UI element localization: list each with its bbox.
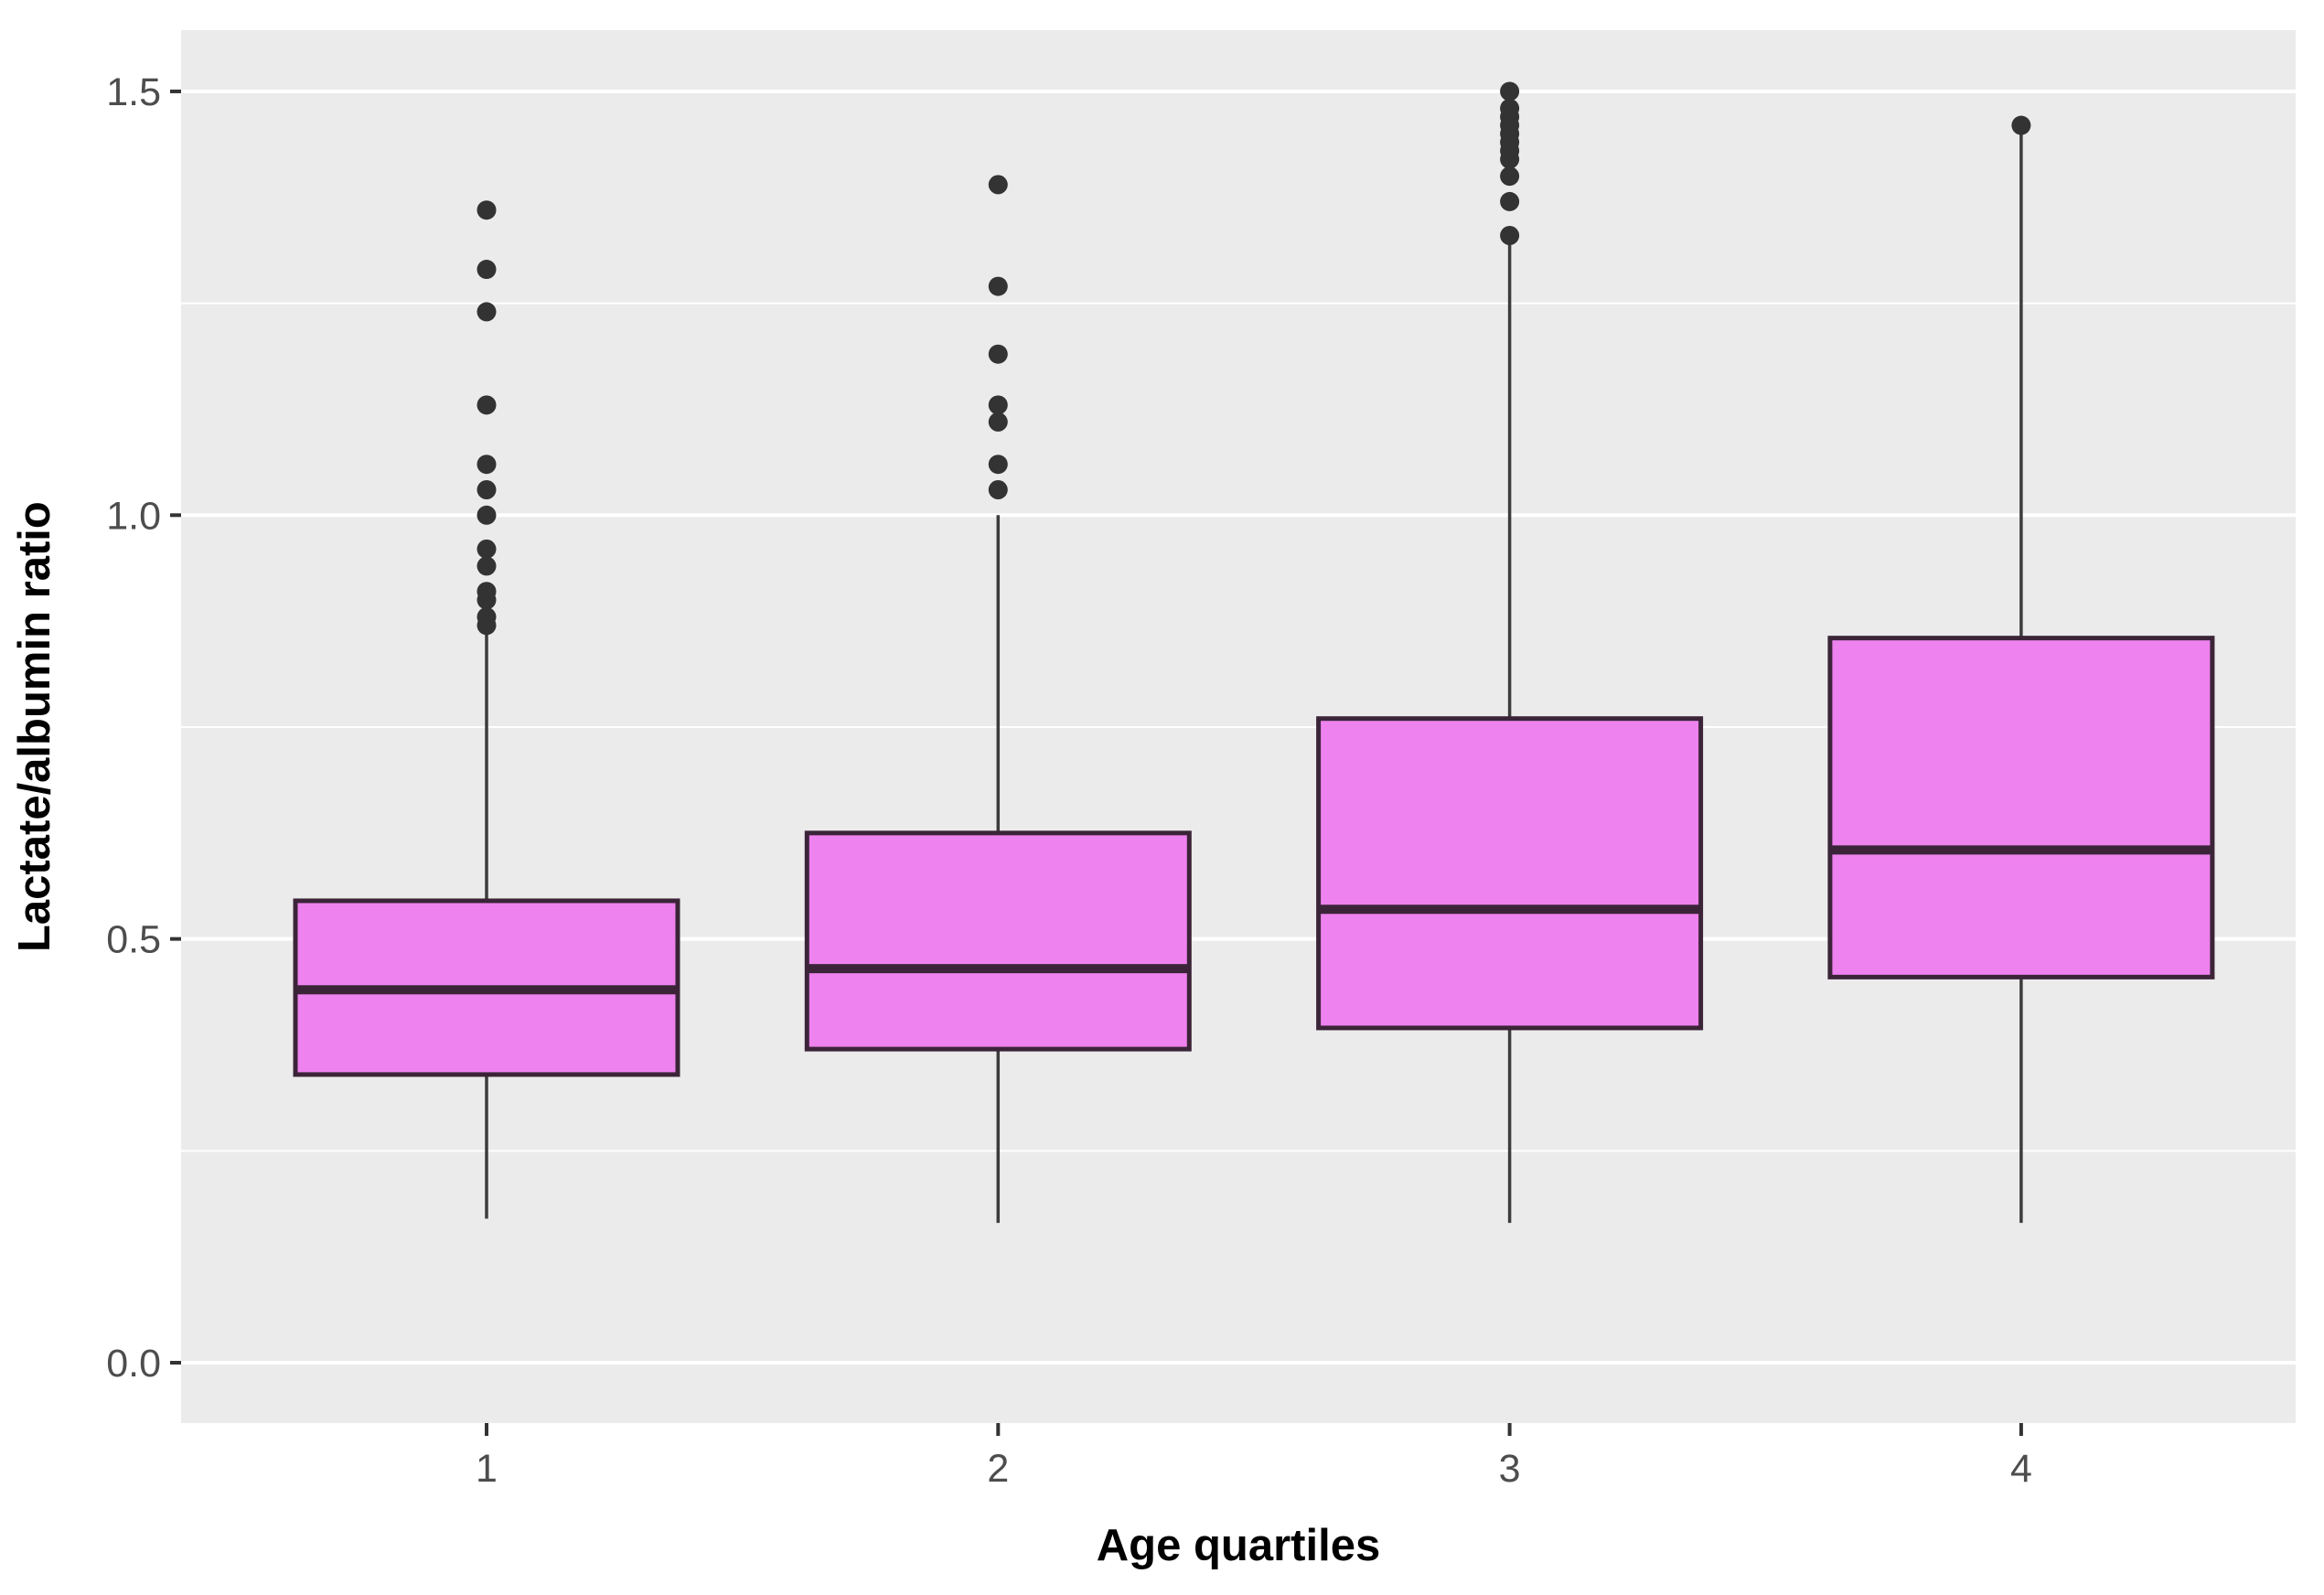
outlier-point: [988, 479, 1008, 499]
outlier-point: [477, 302, 497, 322]
outlier-point: [2011, 115, 2031, 135]
outlier-point: [1500, 225, 1520, 245]
outlier-point: [477, 200, 497, 220]
outlier-point: [988, 395, 1008, 415]
outlier-point: [1500, 166, 1520, 187]
outlier-point: [477, 539, 497, 559]
x-tick-label: 1: [476, 1447, 498, 1491]
y-axis-title: Lactate/albumin ratio: [10, 501, 59, 952]
outlier-point: [477, 505, 497, 525]
y-tick-label: 0.0: [106, 1342, 161, 1386]
outlier-point: [988, 175, 1008, 195]
outlier-point: [477, 395, 497, 415]
x-axis-title: Age quartiles: [1096, 1521, 1381, 1570]
iqr-box: [1316, 716, 1704, 1031]
iqr-box: [804, 830, 1192, 1052]
x-tick-label: 2: [987, 1447, 1009, 1491]
outlier-point: [477, 455, 497, 475]
box-group-4: [1827, 115, 2215, 1224]
outlier-point: [988, 344, 1008, 364]
outlier-point: [1500, 98, 1520, 118]
outlier-point: [477, 556, 497, 576]
box-group-2: [804, 175, 1192, 1224]
outlier-point: [988, 412, 1008, 432]
x-tick-label: 4: [2010, 1447, 2032, 1491]
y-tick-label: 1.5: [106, 70, 161, 114]
box-group-3: [1316, 81, 1704, 1224]
x-tick-label: 3: [1499, 1447, 1521, 1491]
iqr-box: [1827, 636, 2215, 979]
outlier-point: [477, 582, 497, 602]
outlier-point: [1500, 81, 1520, 102]
outlier-point: [988, 276, 1008, 296]
box-group-1: [293, 200, 680, 1219]
outlier-point: [988, 455, 1008, 475]
y-tick-label: 1.0: [106, 494, 161, 538]
y-tick-label: 0.5: [106, 918, 161, 962]
outlier-point: [1500, 191, 1520, 211]
outlier-point: [477, 479, 497, 499]
outlier-point: [477, 260, 497, 280]
outlier-point: [477, 607, 497, 627]
